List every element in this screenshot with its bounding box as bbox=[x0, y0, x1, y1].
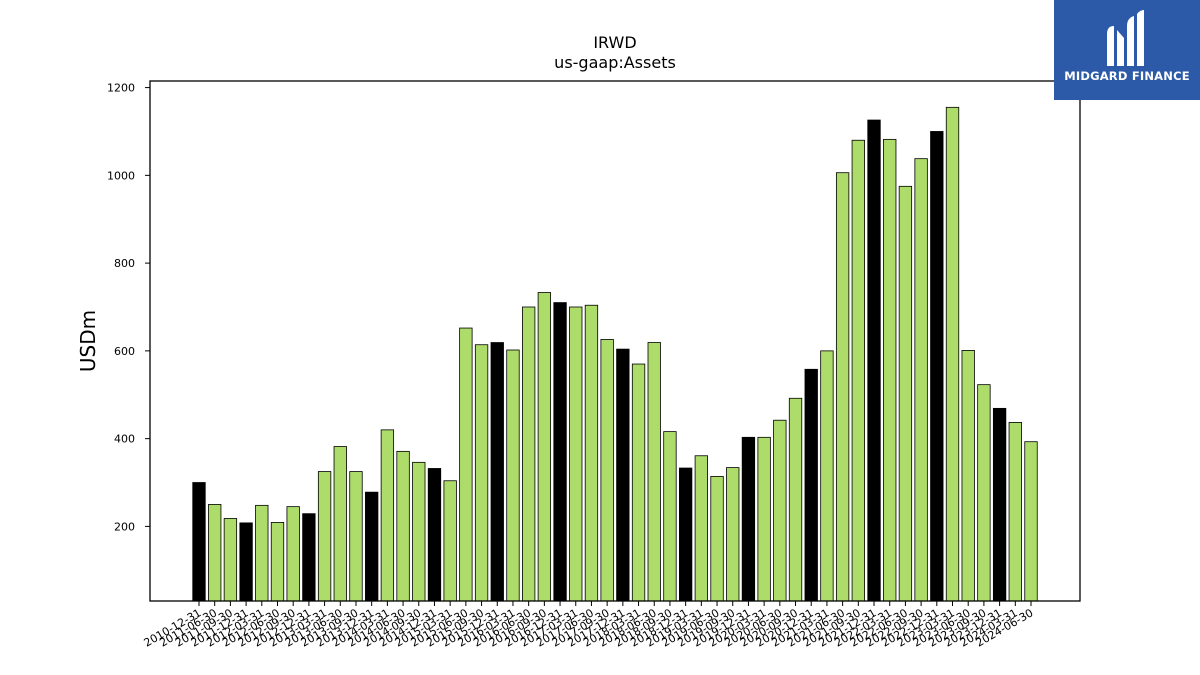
bar-2011-12-31 bbox=[239, 522, 253, 602]
bar-2020-03-31 bbox=[757, 436, 771, 602]
bar-2023-06-30 bbox=[961, 350, 975, 602]
y-tick-label: 800 bbox=[114, 257, 135, 270]
logo-mark-icon bbox=[1107, 10, 1144, 66]
bar-2024-06-30 bbox=[1024, 441, 1038, 602]
bar-2014-06-30 bbox=[396, 450, 410, 602]
bars-group bbox=[192, 106, 1038, 602]
bar-2022-03-31 bbox=[883, 138, 897, 602]
bar-2011-06-30 bbox=[208, 504, 222, 602]
bar-2011-09-30 bbox=[223, 518, 238, 602]
x-axis-ticks: 2010-12-312011-06-302011-09-302011-12-31… bbox=[142, 601, 1036, 650]
bar-2016-12-31 bbox=[553, 302, 567, 602]
bar-2022-09-30 bbox=[914, 158, 928, 602]
bar-2018-06-30 bbox=[647, 342, 661, 602]
y-axis-ticks: 200 400 600 800 1000 1200 bbox=[107, 82, 150, 533]
bar-2017-09-30 bbox=[600, 339, 614, 602]
bar-2020-12-31 bbox=[804, 368, 818, 602]
bar-2013-06-30 bbox=[333, 446, 347, 602]
bar-2015-09-30 bbox=[474, 344, 489, 602]
chart-title: IRWD bbox=[593, 33, 636, 52]
y-tick-label: 400 bbox=[114, 433, 135, 446]
bar-2024-03-31 bbox=[1008, 421, 1022, 602]
bar-2022-06-30 bbox=[898, 185, 913, 602]
bar-2016-06-30 bbox=[522, 306, 536, 602]
bar-2019-09-30 bbox=[726, 467, 740, 602]
bar-2016-09-30 bbox=[537, 292, 552, 602]
bar-2019-12-31 bbox=[741, 436, 756, 602]
plot-frame bbox=[149, 80, 1081, 602]
bar-2015-06-30 bbox=[459, 327, 473, 602]
bar-2019-06-30 bbox=[710, 475, 724, 602]
y-tick-label: 200 bbox=[114, 520, 135, 533]
bar-2021-06-30 bbox=[835, 172, 850, 602]
y-axis-label: USDm bbox=[76, 310, 100, 372]
y-tick-label: 1000 bbox=[107, 169, 135, 182]
logo-text: MIDGARD FINANCE bbox=[1064, 69, 1190, 83]
bar-2018-03-31 bbox=[631, 363, 646, 602]
bar-2012-06-30 bbox=[270, 522, 285, 602]
bar-2022-12-31 bbox=[930, 131, 944, 602]
bar-2017-06-30 bbox=[584, 304, 599, 602]
bar-2021-09-30 bbox=[851, 139, 865, 602]
bar-2012-09-30 bbox=[286, 506, 300, 602]
bar-2017-12-31 bbox=[616, 348, 630, 602]
bar-2012-03-31 bbox=[255, 504, 269, 602]
bar-2010-12-31 bbox=[192, 482, 206, 602]
y-tick-label: 1200 bbox=[107, 82, 135, 95]
bar-2018-12-31 bbox=[678, 467, 693, 602]
bar-2021-03-31 bbox=[820, 350, 834, 602]
bar-2014-12-31 bbox=[427, 468, 442, 602]
bar-2023-03-31 bbox=[945, 106, 960, 602]
bar-2016-03-31 bbox=[506, 349, 520, 602]
bar-2013-12-31 bbox=[365, 491, 379, 602]
bar-2018-09-30 bbox=[663, 431, 677, 602]
y-tick-label: 600 bbox=[114, 345, 135, 358]
bar-2017-03-31 bbox=[569, 306, 583, 602]
bar-2019-03-31 bbox=[694, 455, 708, 602]
bar-2020-06-30 bbox=[773, 419, 787, 602]
bar-2023-12-31 bbox=[992, 407, 1007, 602]
bar-2012-12-31 bbox=[302, 513, 316, 602]
bar-2015-12-31 bbox=[490, 342, 504, 602]
bar-2023-09-30 bbox=[977, 384, 991, 602]
bar-2021-12-31 bbox=[867, 119, 881, 602]
bar-2013-03-31 bbox=[317, 471, 332, 602]
bar-2020-09-30 bbox=[788, 397, 803, 602]
bar-2013-09-30 bbox=[349, 471, 363, 602]
brand-logo: MIDGARD FINANCE bbox=[1054, 0, 1200, 100]
bar-2014-09-30 bbox=[412, 461, 426, 602]
bar-2014-03-31 bbox=[380, 429, 395, 602]
chart-subtitle: us-gaap:Assets bbox=[554, 53, 676, 72]
bar-2015-03-31 bbox=[443, 480, 457, 602]
